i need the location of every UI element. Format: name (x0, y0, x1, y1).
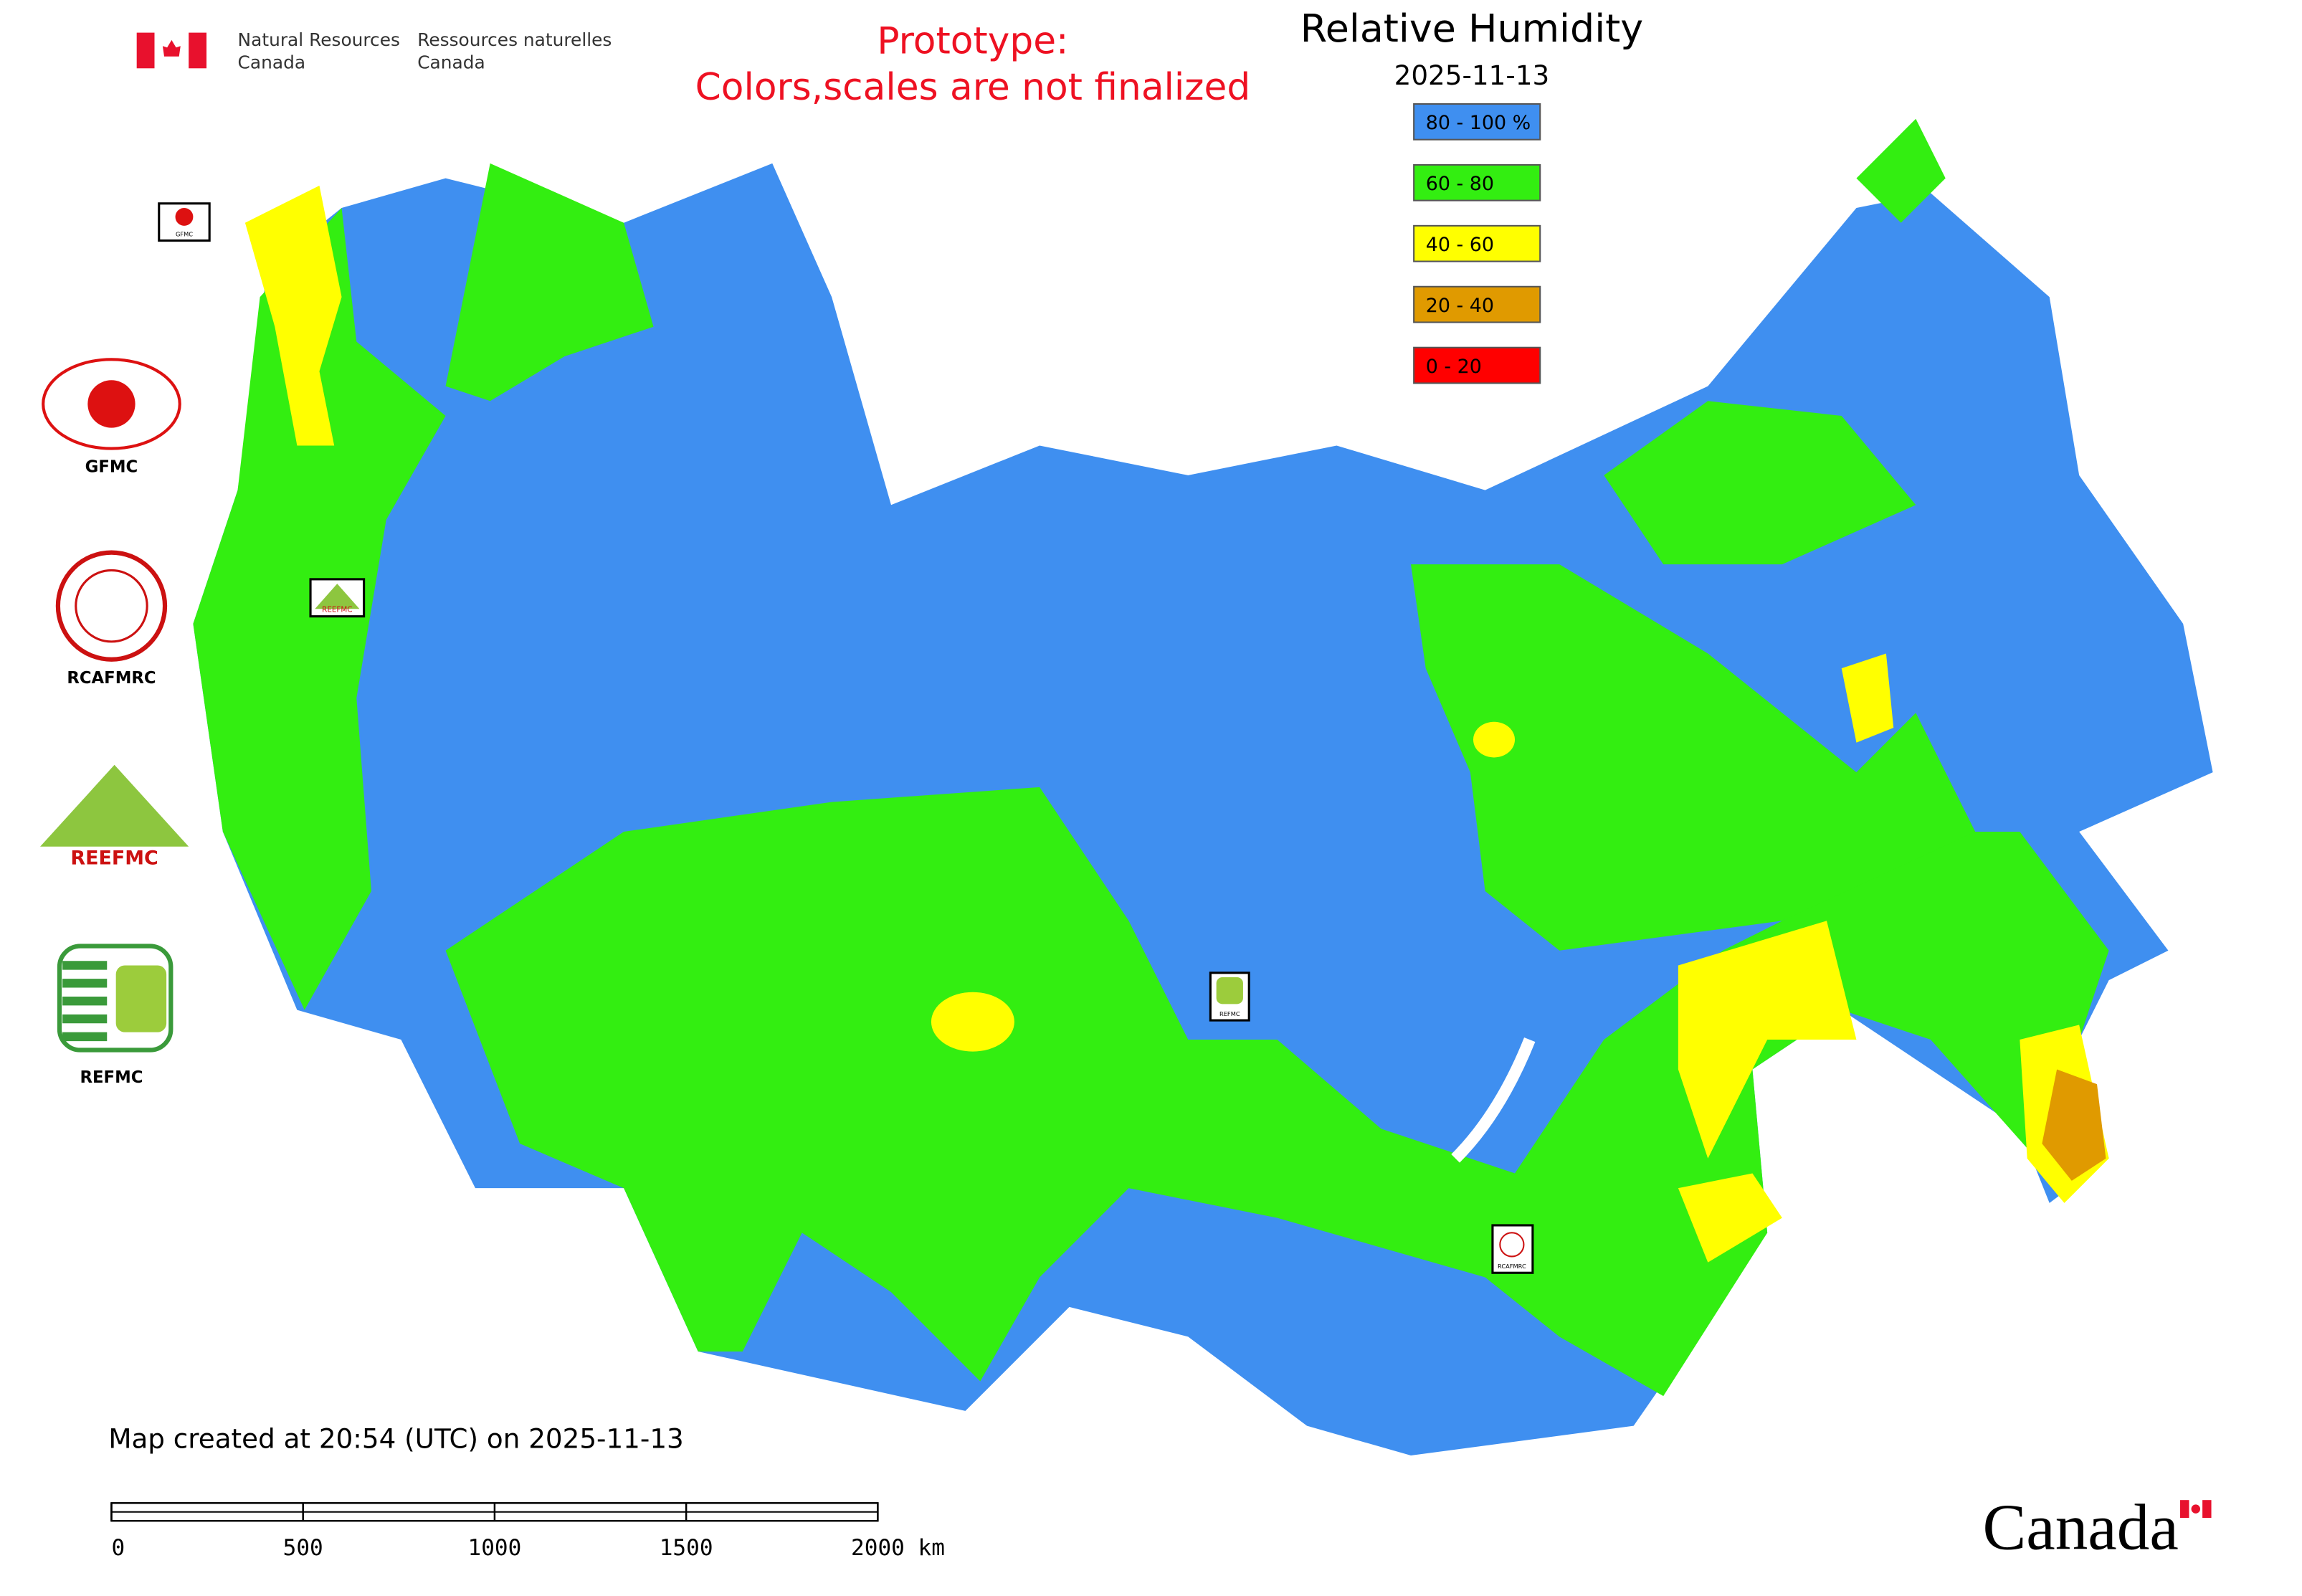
created-note: Map created at 20:54 (UTC) on 2025-11-13 (108, 1423, 683, 1455)
map-region (244, 185, 342, 446)
map-region (931, 992, 1014, 1052)
department: Canada (238, 52, 306, 72)
reefmc-logo (40, 764, 189, 847)
legend-swatch (1413, 224, 1541, 262)
map-date: 2025-11-13 (1394, 60, 1550, 91)
refmc-logo (57, 944, 173, 1053)
map-marker (309, 578, 366, 618)
legend-label: 60 - 80 (1426, 173, 1494, 195)
scale-bar: 0 500 1000 1500 2000 km (110, 1502, 945, 1561)
marker-label: GFMC (176, 230, 193, 237)
rcafmrc-logo (55, 550, 168, 662)
legend-swatch (1413, 285, 1541, 323)
legend: 80 - 100 % 60 - 80 40 - 60 20 - 40 0 - 20 (1413, 103, 1541, 384)
marker-label: REEFMC (322, 605, 352, 614)
map-region (1604, 401, 1916, 565)
legend-swatch (1413, 163, 1541, 201)
legend-label: 0 - 20 (1426, 356, 1482, 378)
canada-flag (136, 32, 207, 69)
marker-label: RCAFMRC (1498, 1263, 1526, 1270)
legend-title: Relative Humidity (1300, 6, 1643, 51)
map-region (1678, 1173, 1782, 1263)
logo-label: GFMC (85, 458, 138, 477)
map-marker (1209, 972, 1250, 1022)
map-region (1678, 921, 1857, 1159)
notice: Prototype: (877, 20, 1068, 63)
map-region (445, 787, 2109, 1397)
legend-label: 80 - 100 % (1426, 112, 1531, 134)
map-region (1841, 653, 1894, 743)
logo-label: RCAFMRC (67, 669, 156, 688)
legend-label: 40 - 60 (1426, 234, 1494, 256)
map-region (1856, 118, 1946, 223)
legend-swatch (1413, 103, 1541, 141)
notice: Colors,scales are not finalized (695, 66, 1251, 109)
lake-baikal (1451, 1037, 1536, 1163)
gfmc-logo (42, 358, 181, 450)
marker-label: REFMC (1219, 1010, 1240, 1017)
map-marker (158, 202, 211, 242)
canada-wordmark: Canada (1983, 1491, 2179, 1564)
logo-label: REEFMC (70, 847, 158, 870)
scale-label: 500 (283, 1535, 323, 1561)
legend-swatch (1413, 346, 1541, 384)
department: Natural Resources (238, 29, 400, 50)
scale-label: 1000 (468, 1535, 522, 1561)
department-fr: Canada (417, 52, 485, 72)
map-region (2042, 1069, 2106, 1181)
logo-label: REFMC (80, 1068, 143, 1087)
legend-label: 20 - 40 (1426, 295, 1494, 317)
map-region (1411, 564, 1976, 951)
scale-label: 0 (111, 1535, 125, 1561)
scale-label: 2000 km (851, 1535, 945, 1561)
map-land (193, 118, 2213, 1456)
department-fr: Ressources naturelles (417, 29, 612, 50)
map-region (445, 163, 654, 402)
map-marker (1491, 1224, 1534, 1274)
map-region (1473, 721, 1516, 758)
scale-label: 1500 (660, 1535, 713, 1561)
wordmark-flag (2180, 1500, 2212, 1519)
